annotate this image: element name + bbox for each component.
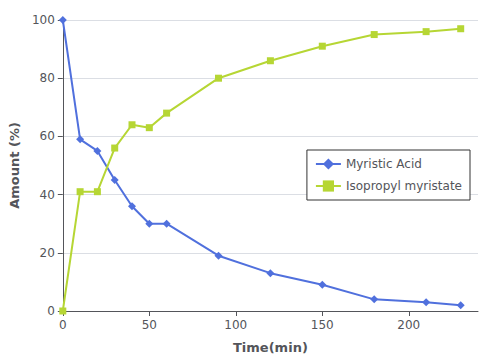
- svg-text:0: 0: [59, 318, 67, 332]
- svg-text:0: 0: [47, 304, 55, 318]
- svg-text:50: 50: [142, 318, 157, 332]
- svg-text:200: 200: [397, 318, 420, 332]
- svg-text:100: 100: [32, 13, 55, 27]
- svg-text:20: 20: [40, 246, 55, 260]
- svg-text:80: 80: [40, 71, 55, 85]
- svg-text:Amount (%): Amount (%): [7, 122, 22, 209]
- svg-text:40: 40: [40, 188, 55, 202]
- svg-text:Myristic Acid: Myristic Acid: [346, 157, 422, 171]
- svg-text:100: 100: [224, 318, 247, 332]
- svg-text:150: 150: [311, 318, 334, 332]
- svg-text:Time(min): Time(min): [233, 340, 308, 355]
- svg-text:60: 60: [40, 129, 55, 143]
- svg-text:Isopropyl myristate: Isopropyl myristate: [346, 179, 462, 193]
